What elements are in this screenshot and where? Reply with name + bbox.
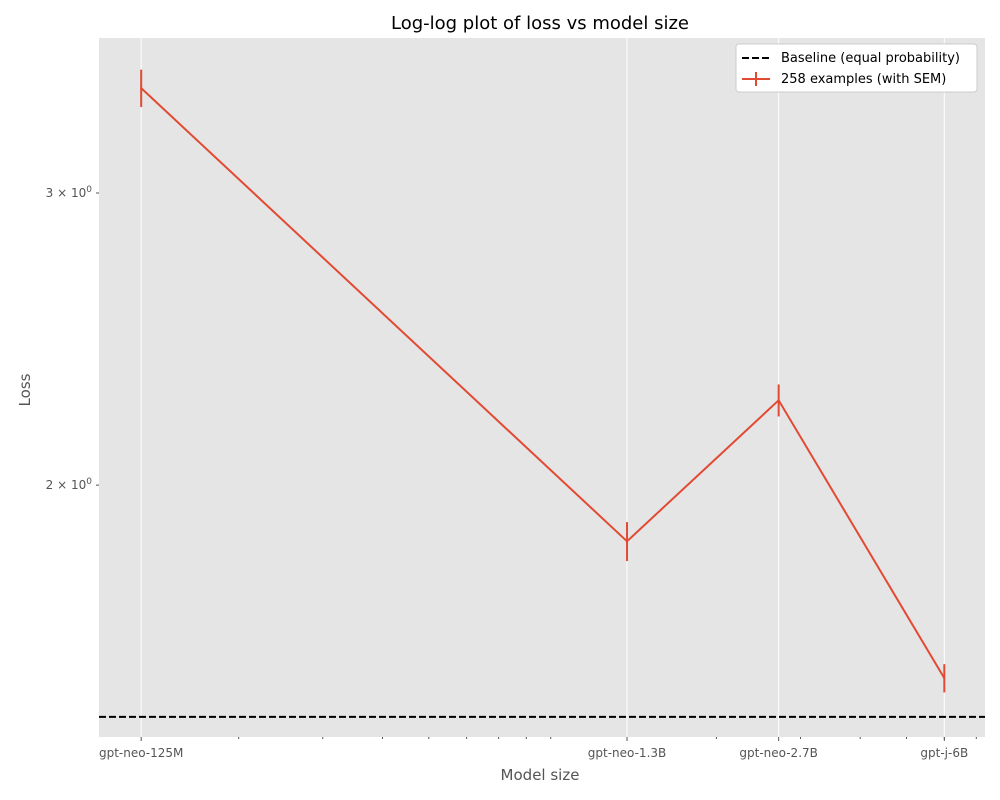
y-tick-label: 3 × 100 [46, 185, 93, 200]
y-axis-ticks: 2 × 100 3 × 100 [46, 185, 99, 492]
legend-label: 258 examples (with SEM) [781, 72, 946, 87]
x-tick-label: gpt-j-6B [920, 746, 968, 760]
chart-title: Log-log plot of loss vs model size [391, 13, 689, 34]
series-group [140, 69, 946, 693]
x-axis-label: Model size [501, 766, 580, 784]
y-axis-label: Loss [16, 373, 34, 406]
legend-box [735, 43, 978, 93]
data-point [140, 87, 143, 90]
x-axis-ticks: gpt-neo-125M gpt-neo-1.3B gpt-neo-2.7B gpt-… [99, 737, 977, 760]
x-tick-label: gpt-neo-125M [99, 746, 183, 760]
data-point [626, 540, 629, 543]
plot-area [99, 38, 985, 737]
data-point [777, 399, 780, 402]
series-line [140, 87, 946, 679]
x-tick-label: gpt-neo-2.7B [739, 746, 817, 760]
y-tick-label: 2 × 100 [46, 477, 93, 492]
legend-label: Baseline (equal probability) [781, 51, 960, 66]
data-point [943, 677, 946, 680]
x-tick-label: gpt-neo-1.3B [588, 746, 666, 760]
legend: Baseline (equal probability) 258 examples… [735, 43, 978, 93]
